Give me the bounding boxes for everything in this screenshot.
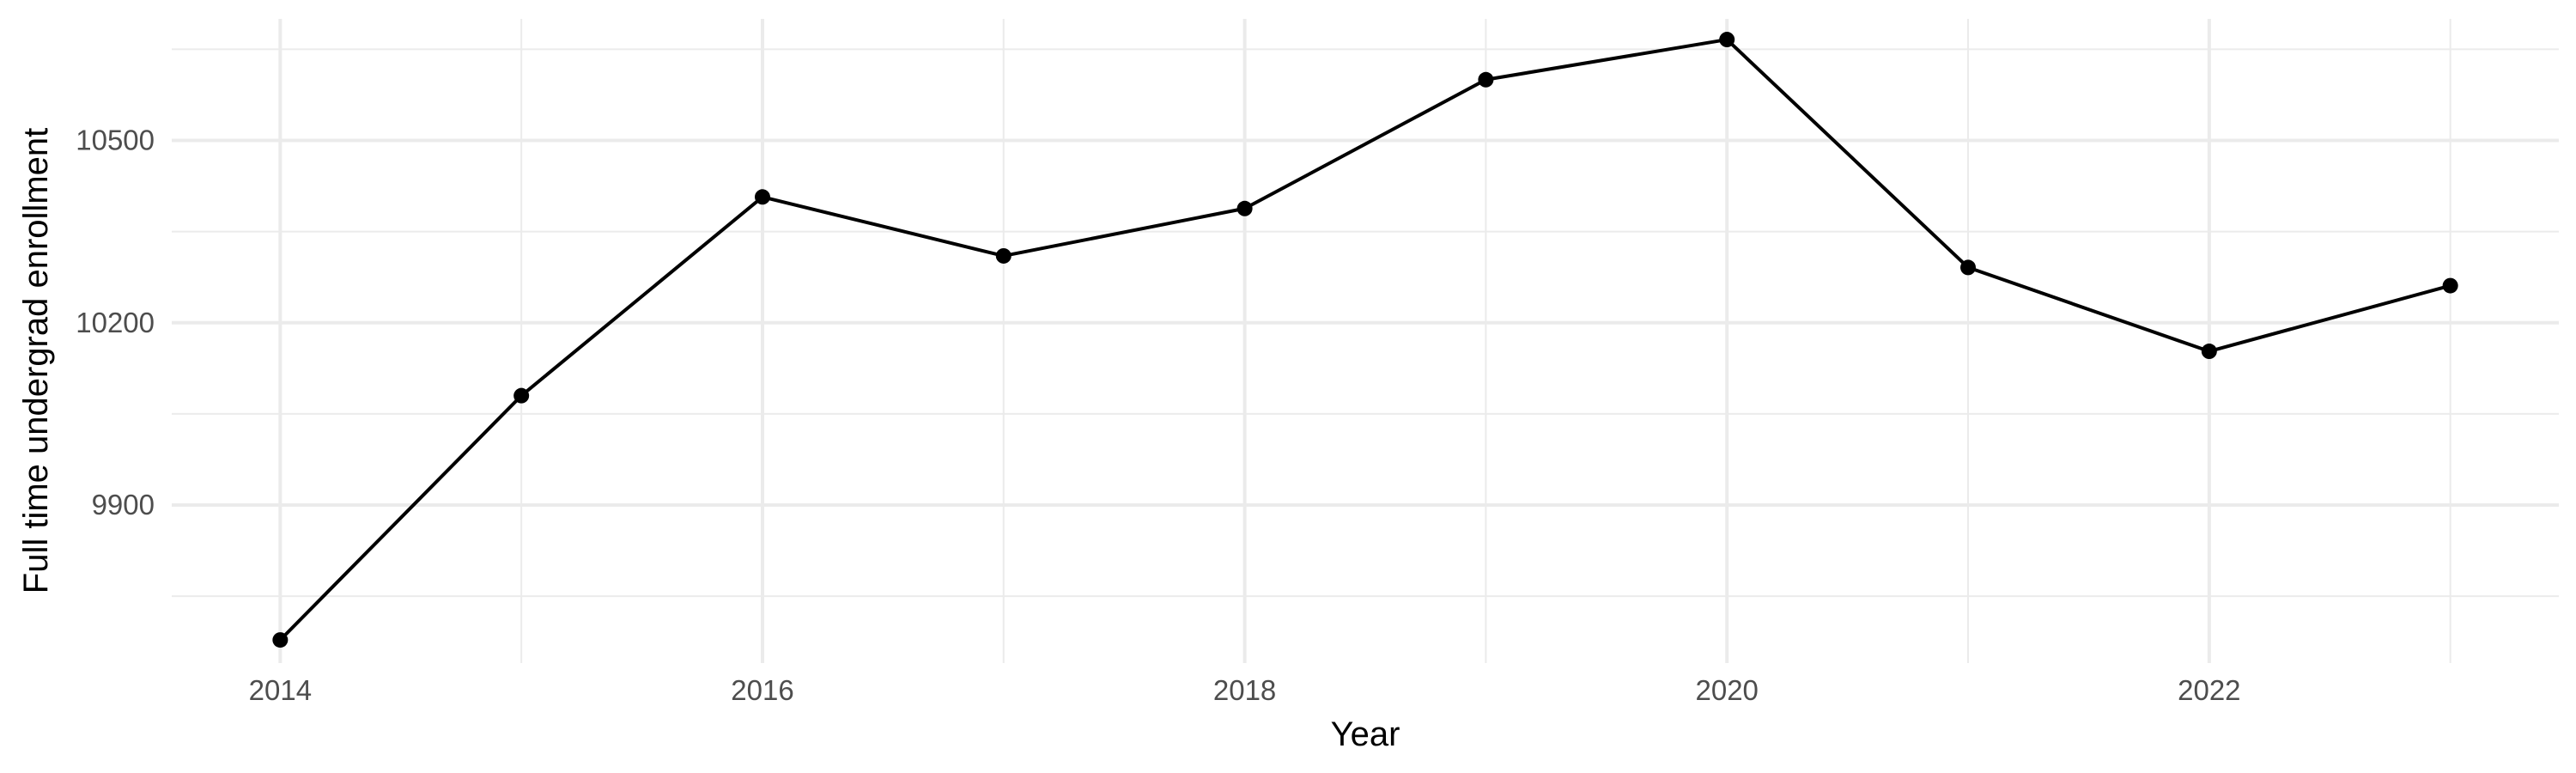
x-tick-label: 2014: [249, 674, 312, 706]
data-point: [2442, 277, 2458, 294]
data-point: [513, 387, 530, 404]
y-axis-ticks: 9900 10200 10500: [76, 125, 155, 521]
grid: [172, 19, 2559, 663]
x-tick-label: 2018: [1213, 674, 1276, 706]
y-tick-label: 10200: [76, 307, 155, 338]
series-line: [278, 38, 2451, 642]
x-tick-label: 2020: [1696, 674, 1759, 706]
data-point: [754, 189, 770, 205]
data-point: [1960, 259, 1977, 276]
data-points: [272, 32, 2458, 648]
data-point: [272, 632, 289, 648]
x-tick-label: 2016: [731, 674, 793, 706]
x-axis-title: Year: [1331, 715, 1400, 753]
y-axis-title: Full time undergrad enrollment: [17, 128, 55, 593]
x-tick-label: 2022: [2178, 674, 2240, 706]
series-line-layer: [278, 38, 2451, 642]
data-point: [1236, 200, 1253, 216]
data-point: [1478, 71, 1494, 88]
x-axis-ticks: 2014 2016 2018 2020 2022: [249, 674, 2241, 706]
y-tick-label: 9900: [92, 489, 155, 520]
y-tick-label: 10500: [76, 125, 155, 156]
data-point: [1719, 32, 1735, 48]
data-point: [995, 247, 1012, 264]
data-point: [2201, 344, 2217, 360]
